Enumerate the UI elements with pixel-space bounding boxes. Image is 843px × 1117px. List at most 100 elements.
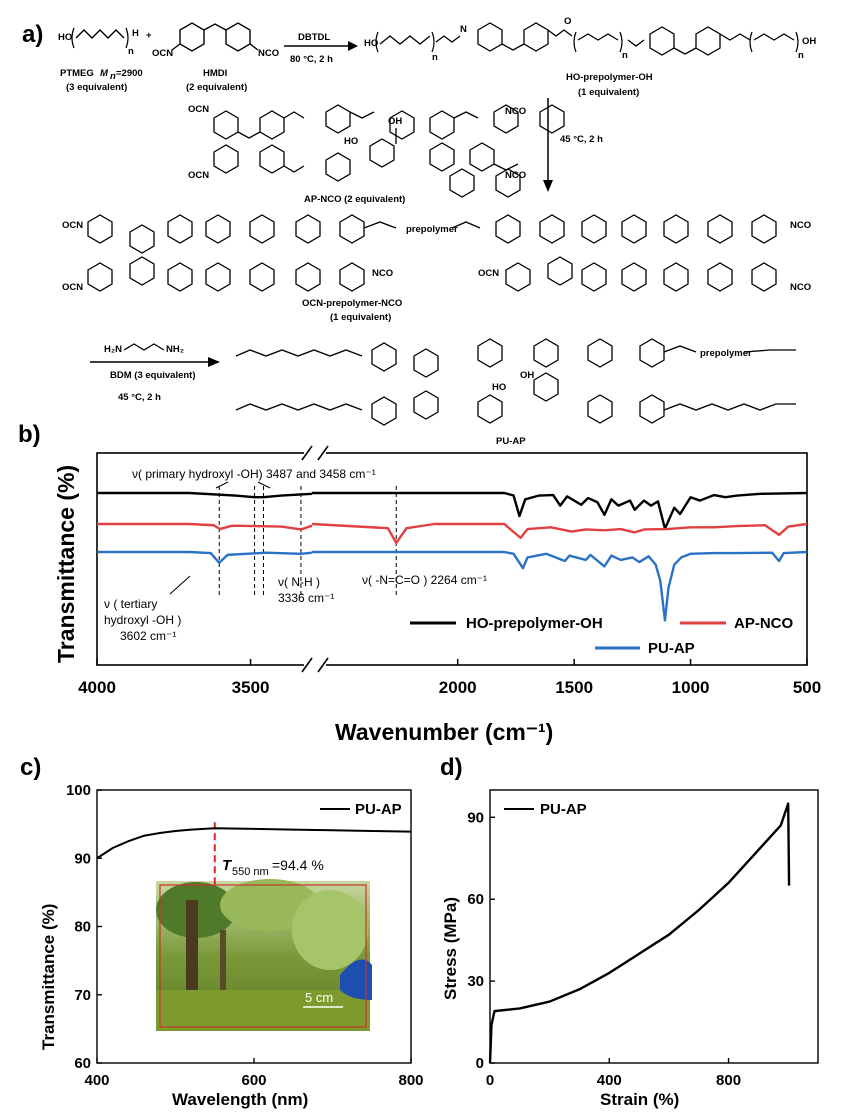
uv-ytick-label-70: 70 (74, 987, 91, 1004)
ptmeg-mn-value: =2900 (116, 68, 143, 79)
photo-trunk (186, 900, 198, 1010)
uv-xtick-label-600: 600 (241, 1072, 266, 1089)
atom-h2n: H₂N (104, 344, 122, 355)
dbtdl-label: DBTDL (298, 32, 330, 43)
ss-legend-pu-ap: PU-AP (540, 801, 587, 818)
uv-ytick-label-60: 60 (74, 1055, 91, 1072)
atom-nh2: NH₂ (166, 344, 184, 355)
uv-y-axis-label: Transmittance (%) (39, 904, 58, 1050)
atom-ocn: OCN (152, 48, 173, 59)
ss-ytick-label-90: 90 (467, 809, 484, 826)
ss-line-pu-ap (488, 802, 791, 1064)
panel-b-ftir: b) 4000 3500 2000 1500 1000 500 ν( primary hy… (18, 421, 821, 745)
ss-axis-ticks: 0 400 800 0 30 60 90 (467, 809, 741, 1089)
ftir-plot-frame (96, 452, 808, 666)
ho-prepolymer-structure: HO n N O n n OH (364, 16, 816, 63)
ptmeg-equiv: (3 equivalent) (66, 82, 127, 93)
photo-trunk-2 (220, 930, 226, 1000)
uv-series (96, 827, 412, 860)
atom-nco: NCO (505, 170, 526, 181)
ho-prepolymer-label: HO-prepolymer-OH (566, 72, 653, 83)
uv-axis-ticks: 400 600 800 60 70 80 90 100 (66, 782, 424, 1089)
legend-pu-ap: PU-AP (648, 640, 695, 657)
ptmeg-structure: HO n H (58, 27, 139, 57)
panel-label-b: b) (18, 421, 41, 448)
atom-ocn: OCN (478, 268, 499, 279)
ss-x-axis-label: Strain (%) (600, 1090, 679, 1109)
ocn-prepolymer-structure: OCN prepolymer NCO OCN (62, 214, 811, 293)
ftir-line-ho-prepolymer-oh-1 (312, 491, 808, 530)
uv-legend: PU-AP (320, 801, 402, 818)
t550-value: =94.4 % (272, 857, 324, 873)
axis-break-marks (301, 445, 329, 673)
panel-label-a: a) (22, 21, 43, 48)
ss-xtick-label-0: 0 (486, 1072, 494, 1089)
annotation-nco: ν( -N=C=O ) 2264 cm⁻¹ (362, 573, 487, 587)
annotation-tertiary-2: hydroxyl -OH ) (104, 613, 181, 627)
ap-nco-label: AP-NCO (2 equivalent) (304, 194, 405, 205)
photo-bush (292, 890, 368, 970)
uv-x-axis-label: Wavelength (nm) (172, 1090, 308, 1109)
photo-scale-label: 5 cm (305, 990, 333, 1005)
ftir-legend: HO-prepolymer-OH AP-NCO PU-AP (410, 615, 793, 657)
inset-photo: 5 cm (156, 879, 372, 1031)
atom-ho: HO (344, 136, 358, 147)
uv-ytick-label-90: 90 (74, 850, 91, 867)
annotation-primary-hydroxyl: ν( primary hydroxyl -OH) 3487 and 3458 c… (132, 467, 376, 481)
ap-nco-structure: OCN NCO OCN NCO OH (188, 104, 565, 198)
photo-grass (156, 990, 370, 1031)
panel-label-d: d) (440, 754, 463, 781)
atom-ocn: OCN (188, 170, 209, 181)
hmdi-label: HMDI (203, 68, 227, 79)
atom-nco: NCO (790, 282, 811, 293)
arrow-step2: 45 °C, 2 h (543, 98, 603, 192)
ftir-line-ho-prepolymer-oh-0 (97, 491, 313, 499)
ftir-line-ap-nco-1 (311, 522, 808, 545)
t550-symbol: T (222, 857, 233, 874)
ss-y-axis-label: Stress (MPa) (441, 897, 460, 1000)
step1-conditions: 80 °C, 2 h (290, 54, 333, 65)
atom-ocn: OCN (188, 104, 209, 115)
plus-sign: + (146, 30, 152, 41)
ftir-line-pu-ap-1 (312, 550, 808, 622)
ftir-xtick-label-1500: 1500 (555, 678, 593, 697)
atom-ho: HO (58, 32, 72, 43)
uv-ytick-label-100: 100 (66, 782, 91, 799)
annotation-tertiary-3: 3602 cm⁻¹ (120, 629, 176, 643)
atom-ho: HO (364, 38, 378, 49)
ocn-prepolymer-equiv: (1 equivalent) (330, 312, 391, 323)
atom-n: n (128, 46, 134, 57)
step3-conditions: 45 °C, 2 h (118, 392, 161, 403)
arrow-step3: H₂N NH₂ BDM (3 equivalent) 45 °C, 2 h (90, 343, 220, 403)
atom-o: O (564, 16, 571, 27)
ftir-xtick-label-2000: 2000 (439, 678, 477, 697)
ss-xtick-label-400: 400 (597, 1072, 622, 1089)
prepolymer-text: prepolymer (700, 348, 752, 359)
ss-series (488, 802, 791, 1064)
hmdi-equiv: (2 equivalent) (186, 82, 247, 93)
step2-conditions: 45 °C, 2 h (560, 134, 603, 145)
ftir-line-ap-nco-0 (97, 522, 313, 531)
atom-nco: NCO (372, 268, 393, 279)
ss-plot-frame (489, 789, 819, 1064)
atom-n: n (622, 50, 628, 61)
ss-ytick-label-0: 0 (476, 1055, 484, 1072)
pu-ap-structure: prepolymer OH HO (235, 338, 796, 426)
atom-ocn: OCN (62, 220, 83, 231)
atom-n: n (432, 52, 438, 63)
uv-xtick-label-400: 400 (84, 1072, 109, 1089)
ss-legend: PU-AP (504, 801, 587, 818)
ss-xtick-label-800: 800 (716, 1072, 741, 1089)
ftir-xtick-label-4000: 4000 (78, 678, 116, 697)
prepolymer-text: prepolymer (406, 224, 458, 235)
ftir-xtick-label-500: 500 (793, 678, 821, 697)
panel-d-stress-strain: d) 0 400 800 0 30 60 90 PU-AP Stress (MPa) Str… (440, 754, 819, 1109)
ss-ytick-label-60: 60 (467, 891, 484, 908)
atom-oh: OH (802, 36, 816, 47)
atom-nco: NCO (790, 220, 811, 231)
ptmeg-mn-label: M (100, 68, 109, 79)
atom-nco: NCO (258, 48, 279, 59)
ftir-line-pu-ap-0 (97, 550, 313, 564)
ftir-xtick-label-1000: 1000 (672, 678, 710, 697)
